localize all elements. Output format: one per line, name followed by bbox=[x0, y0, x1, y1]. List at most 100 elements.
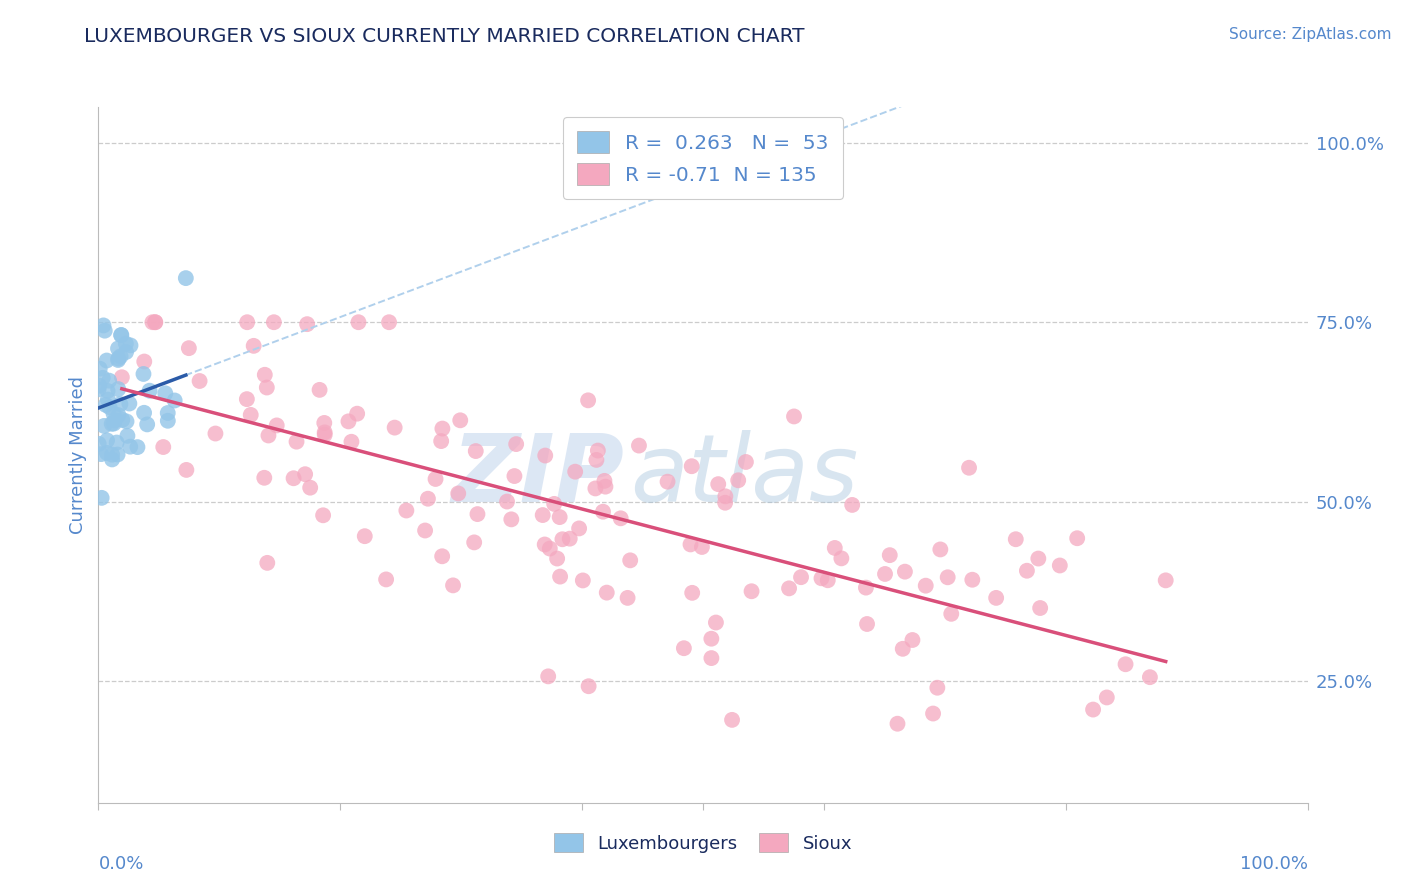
Point bbox=[96, 434, 118, 448]
Point bbox=[163, 393, 186, 408]
Point bbox=[901, 632, 924, 647]
Point bbox=[672, 641, 695, 656]
Point bbox=[136, 417, 159, 432]
Point bbox=[97, 392, 120, 407]
Point bbox=[735, 455, 758, 469]
Point bbox=[97, 384, 120, 398]
Point bbox=[127, 440, 149, 454]
Point bbox=[886, 716, 908, 731]
Point bbox=[714, 489, 737, 503]
Point bbox=[463, 535, 485, 549]
Point bbox=[256, 556, 278, 570]
Point bbox=[790, 570, 813, 584]
Point bbox=[375, 573, 398, 587]
Point bbox=[236, 392, 259, 406]
Point bbox=[353, 529, 375, 543]
Point bbox=[741, 584, 763, 599]
Point bbox=[416, 491, 439, 506]
Point bbox=[111, 413, 134, 427]
Point bbox=[700, 651, 723, 665]
Point bbox=[856, 617, 879, 632]
Point bbox=[592, 505, 614, 519]
Point bbox=[568, 521, 591, 535]
Point bbox=[111, 370, 134, 384]
Point bbox=[103, 417, 125, 431]
Point bbox=[96, 353, 118, 368]
Point bbox=[1139, 670, 1161, 684]
Point bbox=[627, 439, 650, 453]
Point bbox=[1115, 657, 1137, 672]
Point bbox=[1066, 531, 1088, 545]
Point bbox=[572, 574, 595, 588]
Point bbox=[94, 398, 117, 412]
Text: LUXEMBOURGER VS SIOUX CURRENTLY MARRIED CORRELATION CHART: LUXEMBOURGER VS SIOUX CURRENTLY MARRIED … bbox=[84, 27, 804, 45]
Point bbox=[810, 571, 832, 585]
Point bbox=[441, 578, 464, 592]
Point bbox=[929, 542, 952, 557]
Point bbox=[1154, 574, 1177, 588]
Point bbox=[936, 570, 959, 584]
Point bbox=[609, 511, 631, 525]
Point bbox=[595, 480, 617, 494]
Point bbox=[141, 315, 163, 329]
Point bbox=[413, 524, 436, 538]
Point bbox=[132, 367, 155, 381]
Point bbox=[927, 681, 949, 695]
Point bbox=[681, 586, 703, 600]
Point bbox=[107, 382, 129, 396]
Point bbox=[778, 582, 800, 596]
Point bbox=[824, 541, 846, 555]
Point bbox=[727, 473, 749, 487]
Point bbox=[583, 482, 606, 496]
Point bbox=[103, 407, 125, 421]
Text: 0.0%: 0.0% bbox=[98, 855, 143, 873]
Point bbox=[337, 414, 360, 428]
Point bbox=[110, 397, 132, 411]
Point bbox=[704, 615, 727, 630]
Point bbox=[534, 449, 557, 463]
Point bbox=[176, 463, 198, 477]
Point bbox=[89, 361, 111, 376]
Point bbox=[543, 497, 565, 511]
Point bbox=[914, 579, 936, 593]
Point bbox=[681, 459, 703, 474]
Point bbox=[430, 434, 453, 449]
Point bbox=[425, 472, 447, 486]
Point bbox=[384, 420, 406, 434]
Point bbox=[922, 706, 945, 721]
Point bbox=[395, 503, 418, 517]
Point bbox=[188, 374, 211, 388]
Point bbox=[1015, 564, 1038, 578]
Point bbox=[239, 408, 262, 422]
Point bbox=[558, 532, 581, 546]
Point bbox=[314, 425, 336, 440]
Point bbox=[155, 386, 177, 401]
Point bbox=[721, 713, 744, 727]
Point bbox=[115, 345, 138, 359]
Point bbox=[531, 508, 554, 522]
Point bbox=[1029, 601, 1052, 615]
Point bbox=[98, 374, 121, 388]
Point bbox=[105, 435, 128, 450]
Point bbox=[90, 491, 112, 505]
Point bbox=[1049, 558, 1071, 573]
Point bbox=[91, 371, 114, 385]
Point bbox=[115, 414, 138, 428]
Point bbox=[156, 414, 179, 428]
Point bbox=[340, 434, 363, 449]
Point bbox=[143, 315, 166, 329]
Point bbox=[120, 338, 142, 352]
Point bbox=[93, 418, 115, 433]
Point bbox=[432, 421, 454, 435]
Point bbox=[107, 448, 129, 462]
Point bbox=[294, 467, 316, 482]
Point bbox=[817, 574, 839, 588]
Point bbox=[115, 336, 138, 351]
Point bbox=[616, 591, 638, 605]
Point bbox=[891, 641, 914, 656]
Point bbox=[204, 426, 226, 441]
Point bbox=[430, 549, 453, 564]
Point bbox=[120, 440, 142, 454]
Point bbox=[285, 434, 308, 449]
Point bbox=[107, 342, 129, 356]
